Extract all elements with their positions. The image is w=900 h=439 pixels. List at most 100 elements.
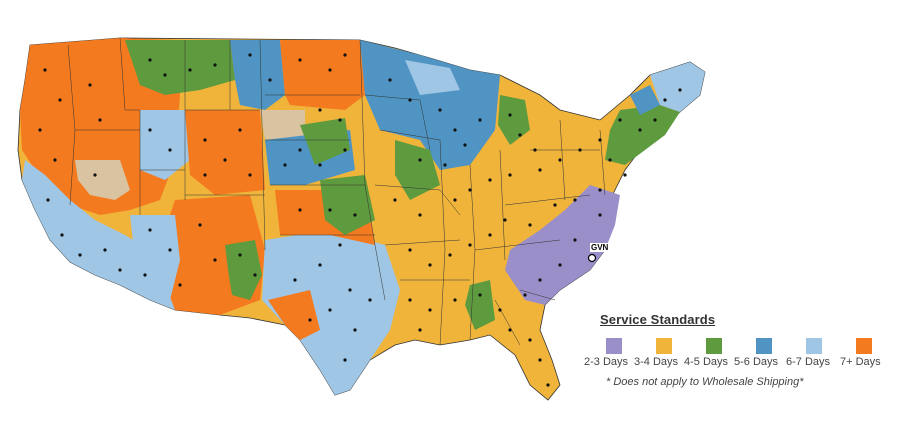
- region-na-wyoming: [260, 110, 305, 140]
- facility-dot: [343, 53, 347, 57]
- facility-dot: [318, 263, 322, 267]
- facility-dot: [503, 218, 507, 222]
- region-4to5-montana: [125, 40, 235, 95]
- facility-dot: [198, 223, 202, 227]
- facility-dot: [653, 118, 657, 122]
- facility-dot: [453, 198, 457, 202]
- facility-dot: [43, 68, 47, 72]
- facility-dot: [188, 68, 192, 72]
- facility-dot: [348, 288, 352, 292]
- facility-dot: [78, 253, 82, 257]
- facility-dot: [508, 173, 512, 177]
- legend-label-2-3-days: 2-3 Days: [584, 356, 629, 368]
- facility-dot: [298, 148, 302, 152]
- facility-dot: [283, 163, 287, 167]
- facility-dot: [58, 98, 62, 102]
- region-6to7-texas: [262, 230, 400, 395]
- facility-dot: [88, 83, 92, 87]
- facility-dot: [538, 168, 542, 172]
- facility-dot: [338, 118, 342, 122]
- facility-dot: [178, 283, 182, 287]
- region-4to5-iowa: [395, 140, 440, 200]
- legend-label-4-5-days: 4-5 Days: [684, 356, 729, 368]
- facility-dot: [353, 213, 357, 217]
- facility-dot: [443, 163, 447, 167]
- legend-label-5-6-days: 5-6 Days: [734, 356, 779, 368]
- region-4to5-new-england: [605, 105, 680, 165]
- facility-dot: [438, 108, 442, 112]
- service-standards-legend: Service Standards 2-3 Days 3-4 Days 4-5 …: [582, 312, 894, 402]
- region-5to6-wyoming: [230, 40, 285, 110]
- facility-dot: [328, 68, 332, 72]
- facility-dot: [498, 308, 502, 312]
- facility-dot: [518, 133, 522, 137]
- facility-dot: [343, 358, 347, 362]
- facility-dot: [238, 128, 242, 132]
- region-4to5-newmexico: [225, 240, 262, 300]
- facility-dot: [38, 128, 42, 132]
- legend-label-6-7-days: 6-7 Days: [786, 356, 831, 368]
- facility-dot: [328, 308, 332, 312]
- facility-dot: [558, 263, 562, 267]
- legend-label-7plus-days: 7+ Days: [840, 356, 881, 368]
- region-6to7-north-woods: [405, 60, 460, 95]
- facility-dot: [308, 318, 312, 322]
- facility-dot: [533, 148, 537, 152]
- facility-dot: [408, 248, 412, 252]
- swatch-3-4-days: [656, 338, 672, 354]
- region-7plus-dakotas: [280, 40, 365, 110]
- facility-dot: [298, 58, 302, 62]
- facility-dot: [408, 298, 412, 302]
- swatch-6-7-days: [806, 338, 822, 354]
- facility-dot: [343, 148, 347, 152]
- facility-dot: [53, 158, 57, 162]
- facility-dot: [448, 253, 452, 257]
- facility-dot: [418, 328, 422, 332]
- facility-dot: [488, 178, 492, 182]
- facility-dot: [148, 58, 152, 62]
- facility-dot: [353, 328, 357, 332]
- state-borders: [67, 37, 606, 346]
- facility-dot: [103, 248, 107, 252]
- facility-dot: [168, 148, 172, 152]
- facility-dot: [468, 243, 472, 247]
- facility-dot: [508, 328, 512, 332]
- facility-dot: [338, 243, 342, 247]
- facility-dot: [538, 358, 542, 362]
- facility-dot: [453, 128, 457, 132]
- facility-dot: [148, 228, 152, 232]
- facility-dot: [368, 298, 372, 302]
- facility-dot: [428, 263, 432, 267]
- legend-label-3-4-days: 3-4 Days: [634, 356, 679, 368]
- facility-dot: [418, 158, 422, 162]
- swatch-5-6-days: [756, 338, 772, 354]
- facility-dot: [163, 73, 167, 77]
- facility-dot: [546, 383, 550, 387]
- facility-dot: [553, 203, 557, 207]
- facility-dot: [98, 118, 102, 122]
- facility-dot: [538, 278, 542, 282]
- facility-dot: [148, 128, 152, 132]
- facility-dot: [573, 238, 577, 242]
- facility-dot: [46, 198, 50, 202]
- facility-dot: [573, 198, 577, 202]
- facility-dot: [388, 78, 392, 82]
- facility-dot: [268, 78, 272, 82]
- facility-dot: [468, 188, 472, 192]
- swatch-2-3-days: [606, 338, 622, 354]
- region-4to5-michigan: [498, 95, 530, 145]
- region-4to5-kansas: [320, 175, 375, 235]
- facility-dot: [408, 98, 412, 102]
- facility-dot: [223, 158, 227, 162]
- facility-dot: [463, 143, 467, 147]
- facility-dot: [558, 158, 562, 162]
- facility-dot: [328, 208, 332, 212]
- facility-dot: [248, 173, 252, 177]
- facility-dot: [453, 298, 457, 302]
- facility-dot: [93, 173, 97, 177]
- facility-dot: [623, 173, 627, 177]
- region-2to3-carolinas: [505, 185, 620, 305]
- facility-dot: [488, 233, 492, 237]
